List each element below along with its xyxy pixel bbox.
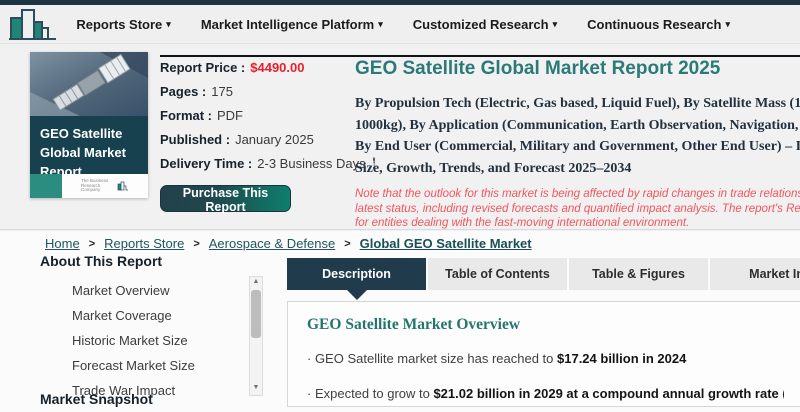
subtitle-line: By End User (Commercial, Military and Go… [355, 139, 800, 154]
scroll-down-icon[interactable] [253, 383, 260, 395]
sidebar-item-forecast-market-size[interactable]: Forecast Market Size [72, 358, 195, 373]
format-value: PDF [217, 108, 243, 123]
delivery-value: 2-3 Business Days [257, 156, 366, 171]
breadcrumb-current-page[interactable]: Global GEO Satellite Market [359, 236, 532, 251]
format-row: Format : PDF [160, 108, 355, 123]
note-line: Note that the outlook for this market is… [355, 188, 800, 200]
logo-building-icon [9, 9, 56, 40]
tab-description[interactable]: Description [287, 258, 426, 290]
breadcrumb-separator: > [193, 237, 200, 250]
nav-continuous-research[interactable]: Continuous Research [587, 17, 730, 32]
chevron-down-icon [166, 20, 171, 29]
published-label: Published : [160, 132, 231, 147]
report-details: Report Price : $4490.00 Pages : 175 Form… [160, 60, 376, 216]
bullet-bold-value: $17.24 billion in 2024 [557, 351, 687, 366]
page-title: GEO Satellite Global Market Report 2025 [355, 58, 721, 79]
bullet-text: · Expected to grow to [307, 386, 434, 401]
tab-table-of-contents[interactable]: Table of Contents [428, 258, 567, 290]
subtitle-line: By Propulsion Tech (Electric, Gas based,… [355, 96, 800, 111]
black-divider-line [160, 55, 800, 57]
note-line: for entities dealing with the fast-movin… [355, 217, 690, 229]
breadcrumb-home[interactable]: Home [45, 236, 80, 251]
report-subtitle: By Propulsion Tech (Electric, Gas based,… [355, 93, 800, 179]
breadcrumb-aerospace-defense[interactable]: Aerospace & Defense [208, 236, 336, 251]
cover-brand-box: The Business Research Company [62, 174, 148, 198]
sidebar-heading-about: About This Report [40, 253, 163, 269]
cover-footer: The Business Research Company [30, 174, 148, 198]
subtitle-line: 1000kg), By Application (Communication, … [355, 117, 800, 133]
sidebar-scrollbar[interactable] [249, 276, 263, 396]
sidebar-item-market-coverage[interactable]: Market Coverage [72, 308, 172, 323]
sidebar-item-market-overview[interactable]: Market Overview [72, 283, 170, 298]
report-body-section: Home > Reports Store > Aerospace & Defen… [0, 231, 800, 412]
cover-title: GEO Satellite Global Market Report [40, 126, 126, 179]
nav-label: Market Intelligence Platform [200, 16, 375, 32]
chevron-down-icon [378, 20, 383, 29]
nav-label: Continuous Research [587, 16, 722, 32]
scroll-up-icon[interactable] [253, 277, 260, 289]
nav-menu: Reports Store Market Intelligence Platfo… [76, 17, 730, 32]
scrollbar-thumb[interactable] [251, 290, 261, 338]
cover-brand-text: The Business Research Company [81, 177, 109, 193]
sidebar-heading-market-snapshot: Market Snapshot [40, 391, 153, 407]
price-value: $4490.00 [250, 60, 305, 75]
nav-label: Reports Store [76, 16, 163, 32]
description-panel: GEO Satellite Market Overview · GEO Sate… [287, 301, 800, 407]
format-label: Format : [160, 108, 212, 123]
sidebar-item-trade-war-impact[interactable]: Trade War Impact [72, 383, 176, 398]
bullet-bold-value: $21.02 billion in 2029 at a compound ann… [433, 386, 784, 401]
tab-table-figures[interactable]: Table & Figures [569, 258, 708, 290]
tariff-note: Note that the outlook for this market is… [355, 187, 800, 231]
published-row: Published : January 2025 [160, 132, 355, 147]
breadcrumb-separator: > [344, 237, 351, 250]
sidebar-item-historic-market-size[interactable]: Historic Market Size [72, 333, 188, 348]
purchase-report-button[interactable]: Purchase This Report [160, 185, 291, 214]
satellite-cover-image [30, 52, 148, 116]
delivery-label: Delivery Time : [160, 156, 253, 171]
price-label: Report Price : [160, 60, 246, 75]
cover-teal-block [30, 174, 62, 198]
subtitle-line: Size, Growth, Trends, and Forecast 2025–… [355, 160, 632, 176]
pages-value: 175 [211, 84, 233, 99]
market-overview-heading: GEO Satellite Market Overview [307, 316, 521, 333]
nav-market-intelligence-platform[interactable]: Market Intelligence Platform [201, 17, 383, 32]
breadcrumb-separator: > [88, 237, 96, 250]
nav-reports-store[interactable]: Reports Store [76, 17, 171, 32]
published-value: January 2025 [235, 132, 314, 147]
bullet-text: · GEO Satellite market size has reached … [307, 351, 557, 366]
report-cover-thumbnail: GEO Satellite Global Market Report The B… [30, 52, 148, 198]
delivery-row: Delivery Time : 2-3 Business Days [160, 156, 376, 171]
top-accent-bar [0, 0, 800, 5]
price-row: Report Price : $4490.00 [160, 60, 355, 75]
brand-mini-building-icon [117, 181, 128, 191]
nav-customized-research[interactable]: Customized Research [413, 17, 557, 32]
main-navbar: Reports Store Market Intelligence Platfo… [0, 5, 800, 44]
company-logo[interactable] [8, 7, 58, 41]
market-size-bullet: · GEO Satellite market size has reached … [307, 351, 784, 366]
chevron-down-icon [725, 20, 730, 29]
cover-title-panel: GEO Satellite Global Market Report [30, 116, 148, 179]
info-icon[interactable] [372, 157, 376, 170]
breadcrumb: Home > Reports Store > Aerospace & Defen… [45, 236, 532, 251]
pages-label: Pages : [160, 84, 207, 99]
chevron-down-icon [553, 20, 558, 29]
note-line: latest status, including revised forecas… [355, 202, 800, 215]
breadcrumb-reports-store[interactable]: Reports Store [104, 236, 185, 251]
report-title-block: GEO Satellite Global Market Report 2025 … [355, 58, 800, 231]
tab-market-insights[interactable]: Market Insights [710, 258, 800, 290]
market-growth-bullet: · Expected to grow to $21.02 billion in … [307, 386, 784, 401]
tab-bar: Description Table of Contents Table & Fi… [287, 258, 800, 290]
nav-label: Customized Research [412, 16, 549, 32]
pages-row: Pages : 175 [160, 84, 355, 99]
report-summary-section: GEO Satellite Global Market Report The B… [0, 44, 800, 230]
